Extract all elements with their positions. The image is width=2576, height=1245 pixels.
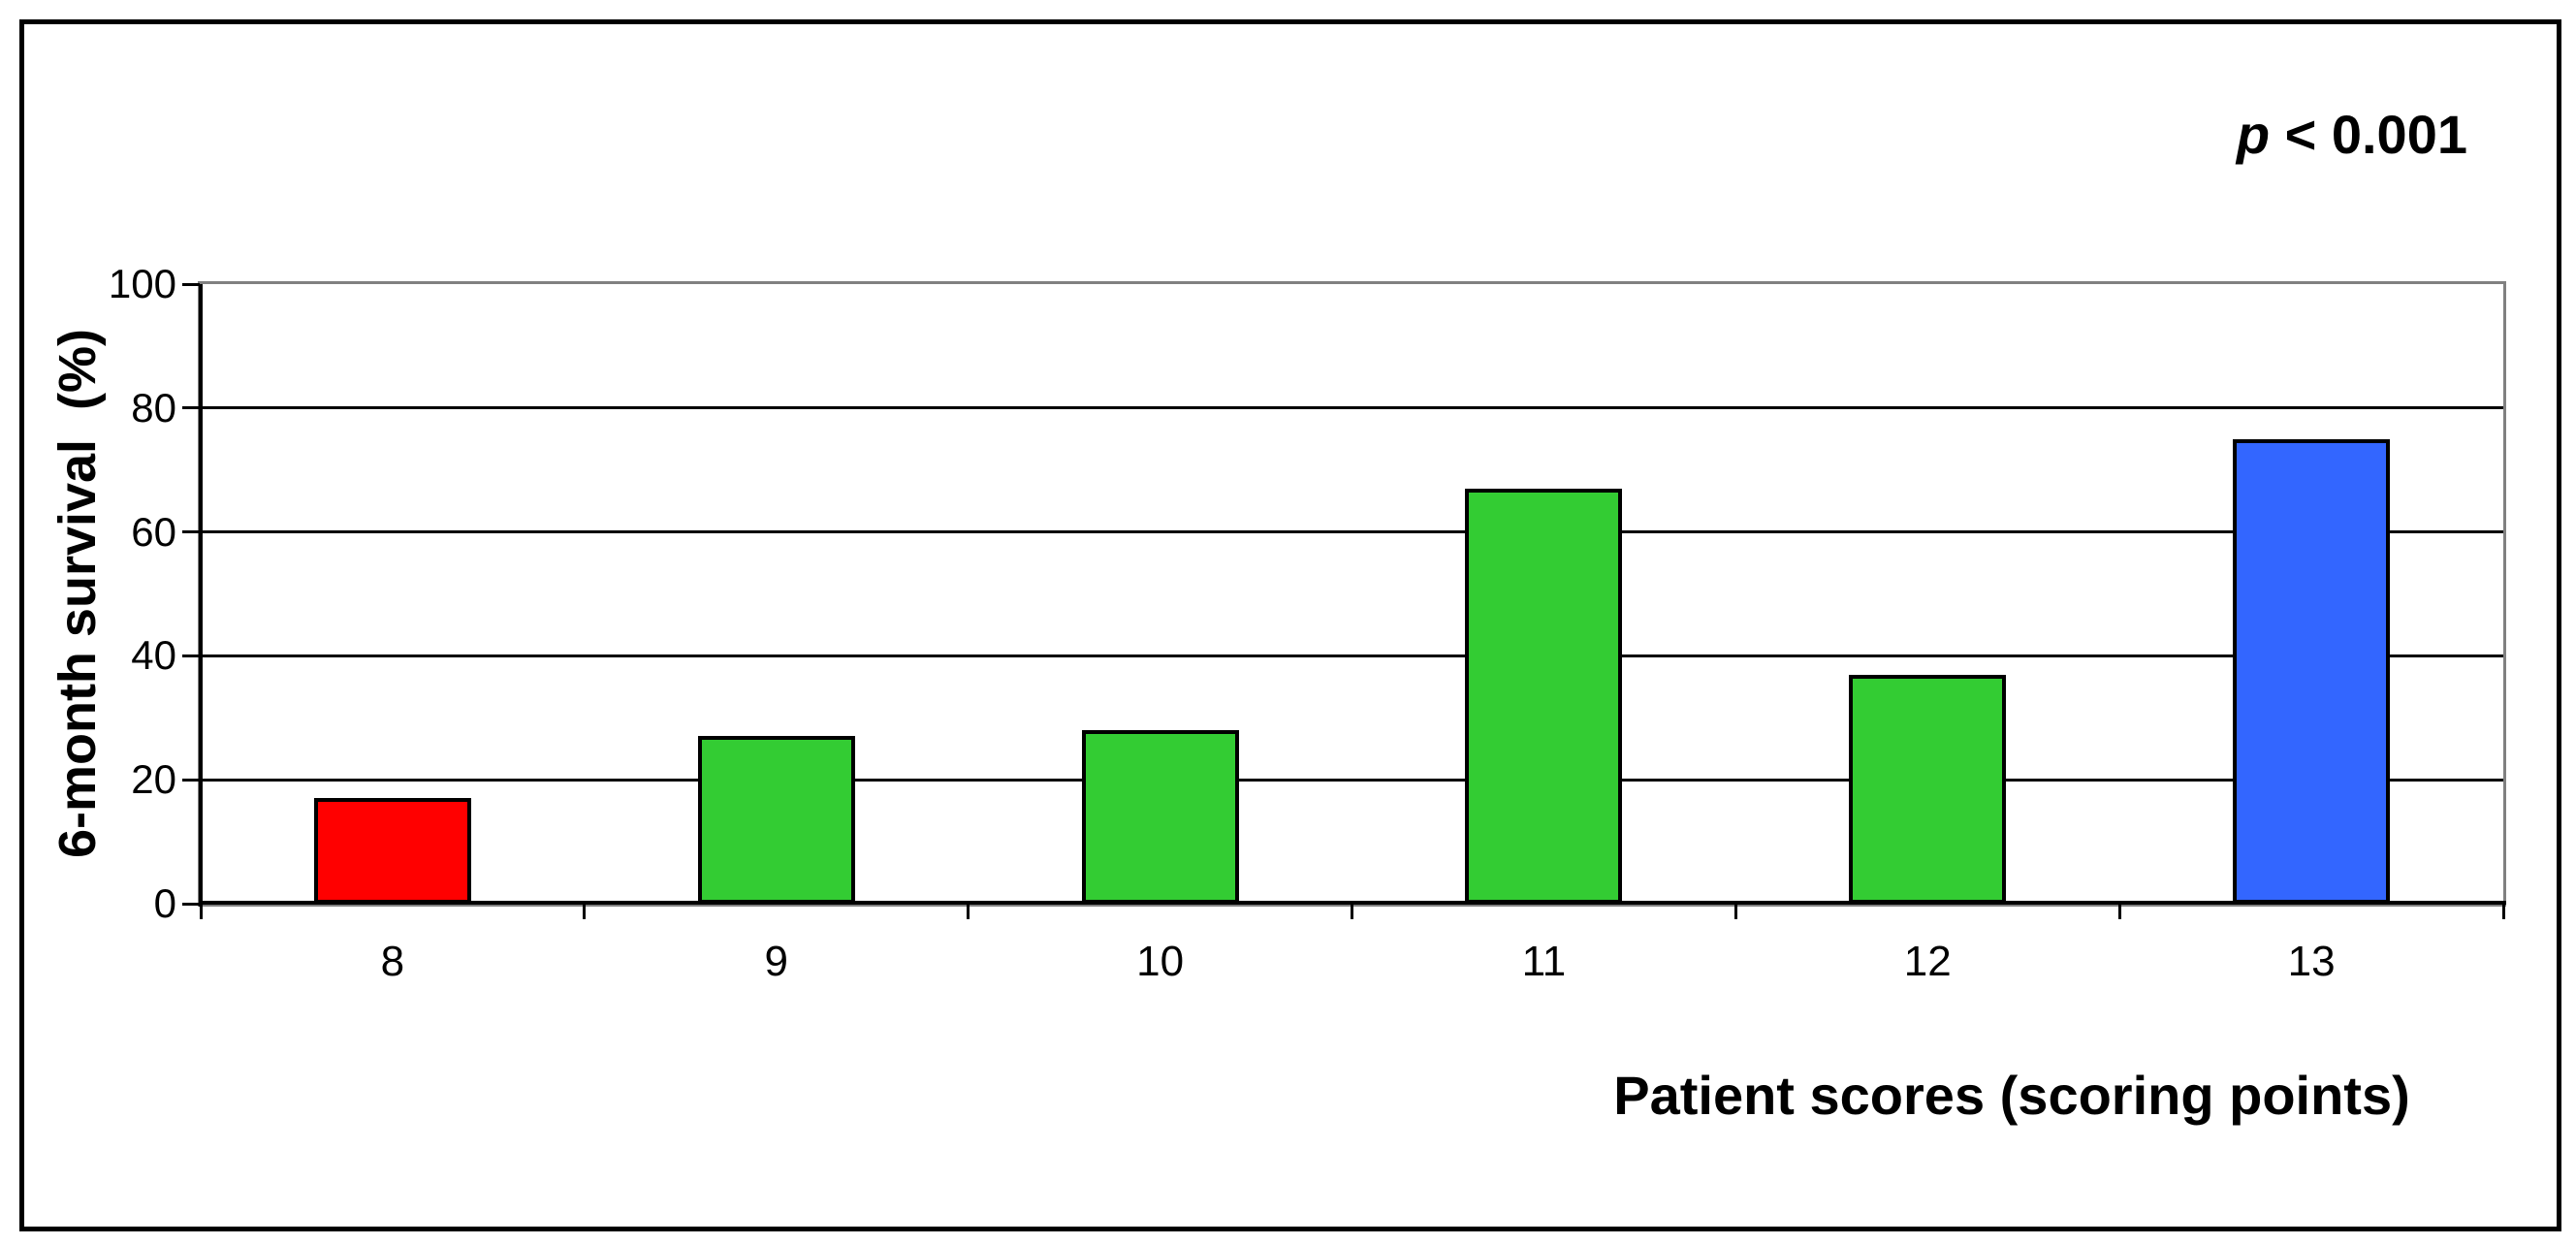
- y-axis-tick: [182, 902, 200, 906]
- y-axis-tick-label: 40: [131, 632, 176, 679]
- y-axis-tick-label: 80: [131, 384, 176, 431]
- x-axis-line: [199, 901, 2506, 905]
- gridline-80: [201, 406, 2503, 410]
- plot-area: [198, 281, 2506, 907]
- y-axis-tick: [182, 778, 200, 782]
- y-axis-tick: [182, 654, 200, 657]
- y-axis-tick-label: 60: [131, 508, 176, 555]
- x-axis-tick: [2501, 904, 2505, 919]
- y-axis-tick: [182, 282, 200, 286]
- bar-category-10: [1081, 730, 1239, 904]
- x-axis-tick: [583, 904, 587, 919]
- x-axis-tick: [1351, 904, 1353, 919]
- bar-category-11: [1465, 488, 1623, 904]
- p-value-annotation: p < 0.001: [2237, 103, 2467, 167]
- bar-category-13: [2233, 438, 2391, 904]
- bar-category-9: [697, 736, 855, 904]
- x-axis-tick: [967, 904, 970, 919]
- y-axis-title: 6-month survival (%): [48, 328, 107, 859]
- x-axis-category-label: 11: [1521, 938, 1567, 985]
- y-axis-line: [199, 284, 203, 907]
- x-axis-title: Patient scores (scoring points): [1613, 1065, 2410, 1126]
- y-axis-tick: [182, 406, 200, 410]
- y-axis-tick-label: 0: [153, 880, 176, 926]
- x-axis-tick: [2117, 904, 2121, 919]
- y-axis-tick-label: 100: [108, 261, 176, 306]
- x-axis-category-label: 8: [380, 938, 405, 985]
- p-value-variable: p: [2236, 104, 2271, 165]
- x-axis-category-label: 13: [2287, 938, 2336, 985]
- bar-category-8: [313, 798, 471, 904]
- y-axis-tick: [182, 530, 200, 534]
- x-axis-tick: [1733, 904, 1737, 919]
- x-axis-tick: [199, 904, 203, 919]
- gridline-20: [201, 778, 2503, 782]
- p-value-comparison: < 0.001: [2270, 104, 2467, 165]
- y-axis-tick-label: 20: [131, 756, 176, 803]
- gridline-40: [201, 654, 2503, 657]
- x-axis-category-label: 9: [764, 938, 788, 985]
- x-axis-category-label: 10: [1136, 938, 1185, 985]
- x-axis-category-label: 12: [1903, 938, 1952, 985]
- bar-category-12: [1849, 674, 2007, 904]
- gridline-60: [201, 530, 2503, 534]
